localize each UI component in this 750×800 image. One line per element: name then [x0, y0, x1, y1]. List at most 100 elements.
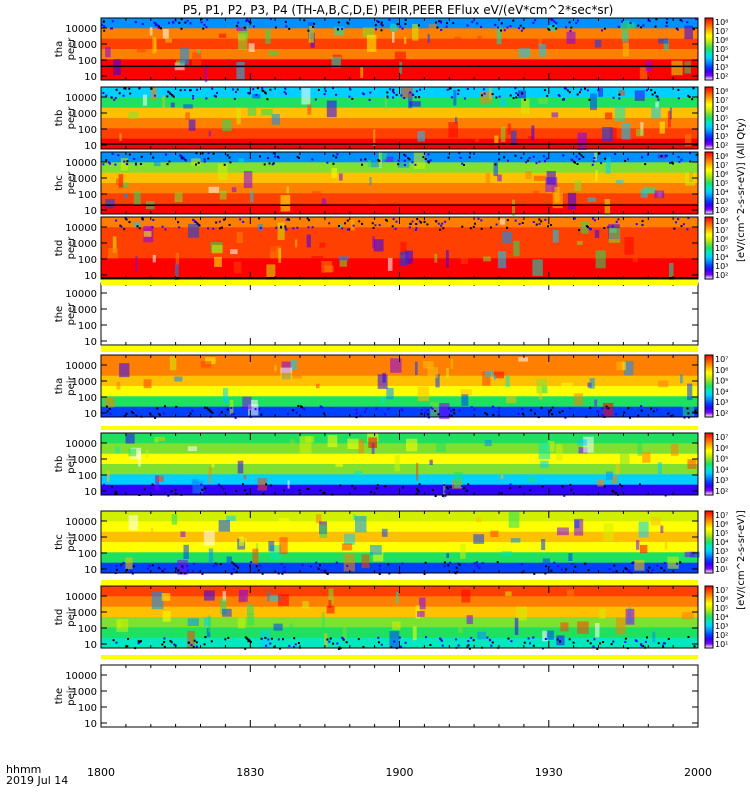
noise-speck — [444, 494, 447, 497]
noise-speck — [565, 87, 567, 90]
spectrogram-streak — [620, 20, 630, 30]
noise-speck — [523, 641, 526, 644]
spectrogram-streak — [574, 180, 582, 191]
noise-speck — [552, 25, 555, 27]
spectrogram-streak — [116, 178, 122, 185]
noise-speck — [532, 636, 535, 639]
noise-speck — [641, 220, 644, 223]
noise-speck — [175, 405, 178, 408]
noise-speck — [303, 19, 306, 22]
noise-speck — [514, 219, 517, 222]
y-tick-label: 10 — [84, 72, 97, 83]
noise-speck — [534, 19, 537, 22]
noise-speck — [226, 408, 229, 411]
noise-speck — [566, 89, 569, 92]
noise-speck — [445, 486, 448, 489]
noise-speck — [598, 152, 601, 155]
noise-speck — [151, 226, 154, 229]
noise-speck — [265, 483, 268, 486]
spectrogram-streak — [155, 475, 160, 490]
colorbars-group: 10⁸10⁷10⁶10⁵10⁴10³10²10⁸10⁷10⁶10⁵10⁴10³1… — [704, 17, 728, 649]
spectrogram-streak — [417, 131, 425, 142]
spectrogram-streak — [634, 90, 645, 101]
colorbar-tick-label: 10³ — [715, 476, 728, 485]
spectrogram-streak — [651, 107, 661, 119]
spectrogram-streak — [552, 230, 559, 243]
noise-speck — [183, 157, 186, 160]
colorbar-tick-label: 10³ — [715, 622, 728, 631]
noise-speck — [323, 93, 326, 96]
spectrogram-streak — [233, 261, 242, 274]
spectrogram-streak — [681, 612, 694, 620]
noise-speck — [415, 227, 418, 230]
spectrogram-streak — [640, 189, 648, 198]
noise-speck — [613, 564, 616, 567]
noise-speck — [507, 637, 510, 640]
noise-speck — [346, 219, 349, 222]
spectrogram-band — [101, 258, 698, 270]
spectrogram-streak — [289, 623, 293, 636]
noise-speck — [297, 642, 300, 644]
noise-speck — [695, 153, 698, 156]
noise-speck — [265, 644, 268, 647]
noise-speck — [683, 416, 686, 419]
noise-speck — [503, 156, 506, 159]
colorbar-tick-label: 10¹ — [715, 565, 728, 574]
noise-speck — [357, 638, 360, 641]
noise-speck — [212, 565, 215, 568]
noise-speck — [576, 19, 579, 22]
noise-speck — [466, 88, 469, 90]
noise-speck — [632, 561, 635, 564]
noise-speck — [423, 573, 426, 575]
noise-speck — [319, 405, 322, 408]
noise-speck — [237, 488, 240, 491]
spectrogram-streak — [324, 633, 328, 649]
y-tick-label: 1000 — [72, 377, 97, 388]
spectrogram-streak — [598, 88, 603, 97]
noise-speck — [556, 638, 559, 641]
noise-speck — [411, 220, 414, 223]
noise-speck — [675, 27, 678, 30]
noise-speck — [453, 412, 456, 415]
noise-speck — [375, 407, 378, 410]
spectrogram-streak — [277, 594, 289, 607]
spectrogram-streak — [493, 162, 498, 177]
noise-speck — [618, 93, 621, 96]
noise-speck — [167, 91, 170, 94]
noise-speck — [293, 645, 295, 648]
noise-speck — [680, 225, 683, 228]
spectrogram-streak — [595, 623, 600, 638]
noise-speck — [401, 486, 404, 489]
noise-speck — [544, 638, 547, 640]
noise-speck — [607, 407, 610, 410]
noise-speck — [316, 485, 319, 488]
noise-speck — [457, 92, 460, 95]
noise-speck — [315, 561, 318, 564]
noise-speck — [269, 484, 272, 487]
colorbar-tick-label: 10⁵ — [715, 114, 728, 123]
spectrogram-streak — [115, 446, 120, 454]
spectrogram-streak — [475, 134, 479, 143]
noise-speck — [157, 26, 160, 29]
noise-speck — [592, 217, 594, 220]
separator-strip — [101, 580, 698, 585]
colorbar-tick-label: 10⁴ — [715, 253, 728, 262]
noise-speck — [520, 563, 523, 566]
noise-speck — [572, 641, 575, 644]
noise-speck — [310, 565, 312, 568]
noise-speck — [532, 155, 535, 158]
noise-speck — [495, 488, 498, 491]
noise-speck — [101, 23, 104, 26]
spectrogram-streak — [494, 135, 499, 145]
noise-speck — [596, 647, 599, 650]
noise-speck — [473, 562, 476, 565]
noise-speck — [486, 413, 489, 416]
spectrogram-streak — [299, 436, 312, 455]
spectrogram-streak — [404, 37, 407, 44]
spectrogram-streak — [636, 128, 644, 137]
noise-speck — [293, 637, 296, 640]
spectrogram-streak — [445, 250, 449, 268]
noise-speck — [400, 94, 403, 97]
noise-speck — [127, 638, 130, 640]
spectrogram-streak — [274, 364, 277, 372]
